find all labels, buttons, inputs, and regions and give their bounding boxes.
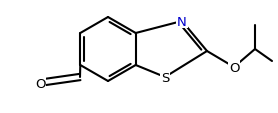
Text: O: O (35, 77, 45, 90)
Text: N: N (177, 15, 187, 28)
Text: O: O (229, 61, 239, 74)
Text: S: S (161, 71, 169, 84)
